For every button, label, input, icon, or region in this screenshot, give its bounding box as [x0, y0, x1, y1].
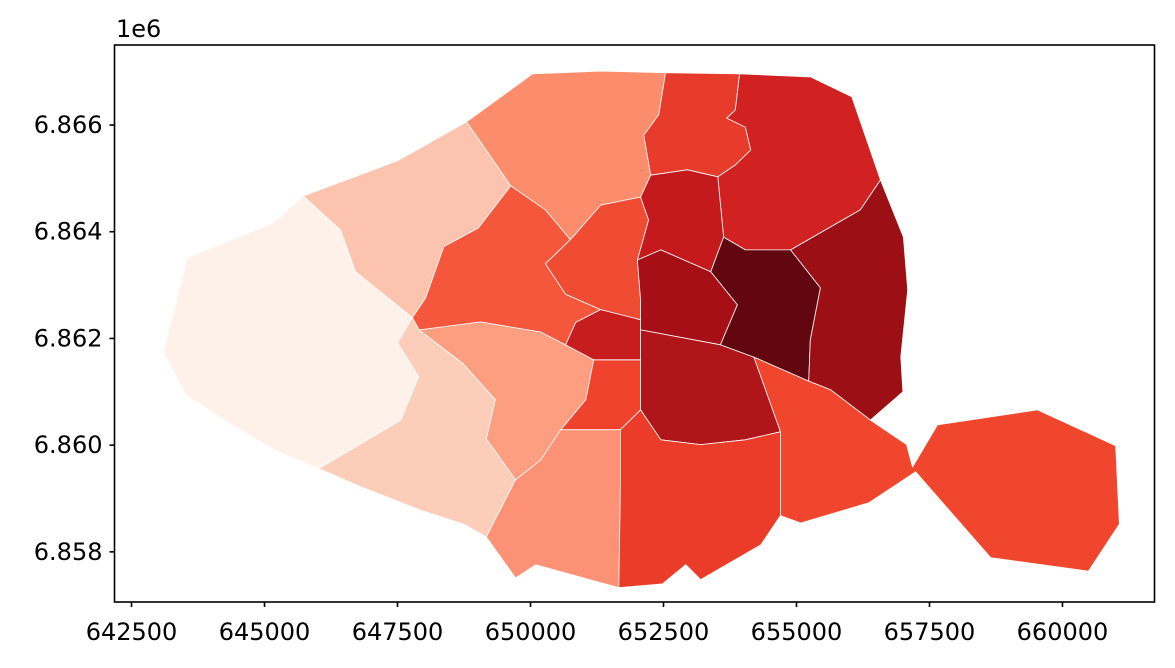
x-tick-label: 652500: [618, 618, 710, 646]
x-tick-label: 647500: [352, 618, 444, 646]
x-tick-label: 645000: [219, 618, 311, 646]
axis-ticks-layer: 642500 645000 647500 650000 652500 655000 6575…: [34, 111, 1109, 646]
map-region-est-20e: [790, 179, 909, 421]
x-tick-label: 660000: [1017, 618, 1109, 646]
map-regions-layer: [162, 70, 1120, 588]
x-tick-label: 655000: [751, 618, 843, 646]
y-tick-label: 6.866: [34, 111, 103, 139]
y-axis-offset-label: 1e6: [116, 15, 161, 43]
y-tick-label: 6.862: [34, 324, 103, 352]
x-tick-label: 650000: [485, 618, 577, 646]
y-tick-label: 6.860: [34, 431, 103, 459]
x-tick-label: 642500: [86, 618, 178, 646]
map-region-sud-est-13e: [618, 409, 781, 588]
y-tick-label: 6.858: [34, 538, 103, 566]
map-region-est-12e-bois-vincennes: [753, 356, 1120, 572]
y-tick-label: 6.864: [34, 218, 103, 246]
x-tick-label: 657500: [884, 618, 976, 646]
plot-area-border: [113, 44, 1156, 603]
